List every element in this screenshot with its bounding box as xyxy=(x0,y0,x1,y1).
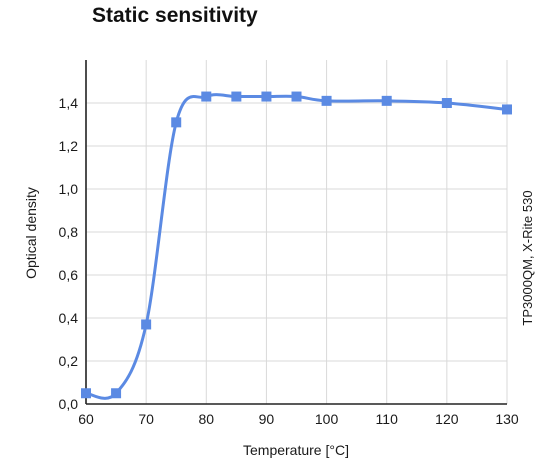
data-point-marker xyxy=(261,91,272,102)
y-tick-label: 0,6 xyxy=(59,267,79,283)
y-tick-label: 0,0 xyxy=(59,396,79,412)
data-point-marker xyxy=(381,95,392,106)
y-tick-label: 0,8 xyxy=(59,224,79,240)
y-tick-label: 0,4 xyxy=(59,310,79,326)
x-tick-label: 130 xyxy=(495,411,519,427)
x-tick-label: 80 xyxy=(198,411,214,427)
data-point-marker xyxy=(231,91,242,102)
data-point-marker xyxy=(321,95,332,106)
grid-lines xyxy=(85,60,508,405)
data-point-marker xyxy=(171,117,182,128)
x-tick-label: 120 xyxy=(435,411,459,427)
instrument-note: TP3000QM, X-Rite 530 xyxy=(520,190,535,325)
tick-labels: 60 70 80 90 100 110 120 130 0,0 0,2 0,4 0,6 0,8 1,0 1,… xyxy=(59,95,519,427)
data-series xyxy=(81,91,512,400)
x-tick-label: 60 xyxy=(78,411,94,427)
y-axis-label: Optical density xyxy=(23,187,39,279)
y-tick-label: 1,2 xyxy=(59,138,79,154)
data-point-marker xyxy=(201,91,212,102)
y-tick-label: 0,2 xyxy=(59,353,79,369)
x-tick-label: 100 xyxy=(315,411,339,427)
axis-labels: Temperature [°C] Optical density TP3000Q… xyxy=(23,187,535,458)
x-axis-label: Temperature [°C] xyxy=(243,442,349,458)
data-point-marker xyxy=(141,319,152,330)
series-line xyxy=(85,93,508,400)
chart-title: Static sensitivity xyxy=(92,4,258,27)
x-tick-label: 70 xyxy=(138,411,154,427)
y-tick-label: 1,0 xyxy=(59,181,79,197)
data-point-marker xyxy=(502,104,512,115)
y-tick-label: 1,4 xyxy=(59,95,79,111)
data-point-marker xyxy=(441,98,452,108)
x-tick-label: 110 xyxy=(376,411,399,427)
data-point-marker xyxy=(291,91,302,102)
axes xyxy=(85,60,507,405)
data-point-marker xyxy=(111,388,122,399)
x-tick-label: 90 xyxy=(259,411,275,427)
data-point-marker xyxy=(81,388,91,399)
